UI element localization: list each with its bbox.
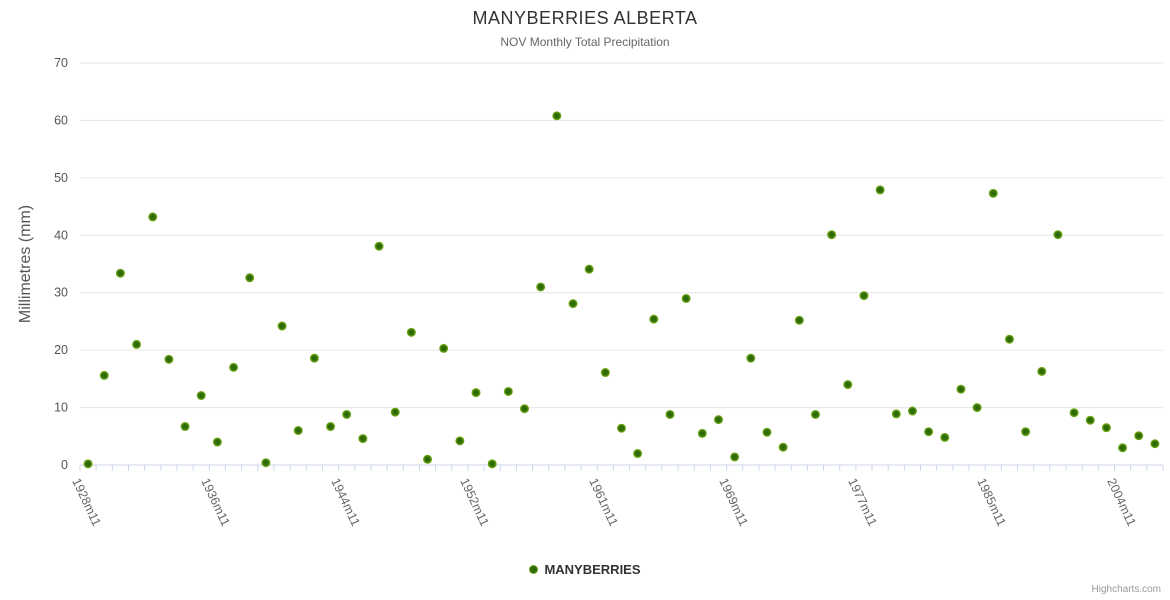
y-axis-tick-label: 70 — [54, 56, 68, 70]
data-point[interactable] — [277, 321, 287, 331]
data-point[interactable] — [99, 370, 109, 380]
data-point[interactable] — [439, 343, 449, 353]
data-point[interactable] — [568, 299, 578, 309]
legend-item-manyberries[interactable]: MANYBERRIES — [529, 562, 641, 577]
data-point[interactable] — [132, 339, 142, 349]
data-point[interactable] — [358, 434, 368, 444]
y-axis-tick-label: 10 — [54, 401, 68, 415]
y-axis-tick-label: 50 — [54, 171, 68, 185]
data-point[interactable] — [1101, 423, 1111, 433]
data-point[interactable] — [261, 458, 271, 468]
data-point[interactable] — [665, 409, 675, 419]
data-point[interactable] — [972, 403, 982, 413]
legend: MANYBERRIES — [0, 562, 1170, 577]
data-point[interactable] — [115, 268, 125, 278]
y-axis-tick-label: 0 — [61, 458, 68, 472]
data-point[interactable] — [859, 291, 869, 301]
data-point[interactable] — [342, 409, 352, 419]
data-point[interactable] — [649, 314, 659, 324]
data-point[interactable] — [374, 241, 384, 251]
data-point[interactable] — [794, 315, 804, 325]
data-point[interactable] — [778, 442, 788, 452]
legend-label: MANYBERRIES — [544, 562, 641, 577]
data-point[interactable] — [810, 409, 820, 419]
data-point[interactable] — [681, 293, 691, 303]
data-point[interactable] — [487, 459, 497, 469]
data-point[interactable] — [196, 391, 206, 401]
data-point[interactable] — [212, 437, 222, 447]
data-point[interactable] — [390, 407, 400, 417]
data-point[interactable] — [875, 185, 885, 195]
data-point[interactable] — [1021, 427, 1031, 437]
data-point[interactable] — [891, 409, 901, 419]
data-point[interactable] — [1037, 366, 1047, 376]
data-point[interactable] — [730, 452, 740, 462]
data-point[interactable] — [956, 384, 966, 394]
data-point[interactable] — [1069, 408, 1079, 418]
data-point[interactable] — [600, 368, 610, 378]
data-point[interactable] — [1150, 439, 1160, 449]
data-point[interactable] — [1134, 431, 1144, 441]
data-point[interactable] — [1085, 415, 1095, 425]
data-point[interactable] — [633, 449, 643, 459]
data-point[interactable] — [164, 354, 174, 364]
data-point[interactable] — [180, 422, 190, 432]
data-point[interactable] — [326, 422, 336, 432]
data-point[interactable] — [455, 436, 465, 446]
data-point[interactable] — [762, 427, 772, 437]
data-point[interactable] — [697, 428, 707, 438]
data-point[interactable] — [827, 230, 837, 240]
data-point[interactable] — [406, 327, 416, 337]
data-point[interactable] — [536, 282, 546, 292]
data-point[interactable] — [988, 188, 998, 198]
y-axis-tick-label: 20 — [54, 343, 68, 357]
data-point[interactable] — [83, 459, 93, 469]
data-point[interactable] — [1004, 334, 1014, 344]
y-axis-tick-label: 30 — [54, 286, 68, 300]
chart-title: MANYBERRIES ALBERTA — [472, 8, 698, 28]
data-point[interactable] — [940, 432, 950, 442]
chart-subtitle: NOV Monthly Total Precipitation — [500, 35, 670, 49]
data-point[interactable] — [584, 264, 594, 274]
data-point[interactable] — [1118, 443, 1128, 453]
series-marker-icon — [529, 565, 539, 574]
data-point[interactable] — [617, 423, 626, 433]
data-point[interactable] — [713, 415, 723, 425]
data-point[interactable] — [471, 388, 481, 398]
data-point[interactable] — [503, 386, 513, 396]
data-point[interactable] — [148, 212, 158, 222]
data-point[interactable] — [520, 404, 530, 414]
data-point[interactable] — [423, 454, 433, 464]
data-point[interactable] — [924, 427, 934, 437]
data-point[interactable] — [293, 426, 303, 436]
data-point[interactable] — [746, 353, 756, 363]
highcharts-credits-link[interactable]: Highcharts.com — [1091, 584, 1161, 595]
y-axis-tick-label: 40 — [54, 228, 68, 242]
y-axis-tick-label: 60 — [54, 113, 68, 127]
data-point[interactable] — [245, 273, 255, 283]
data-point[interactable] — [843, 380, 853, 390]
data-point[interactable] — [907, 406, 917, 416]
data-point[interactable] — [552, 111, 562, 121]
data-point[interactable] — [309, 353, 319, 363]
data-point[interactable] — [229, 362, 239, 372]
data-point[interactable] — [1053, 230, 1063, 240]
